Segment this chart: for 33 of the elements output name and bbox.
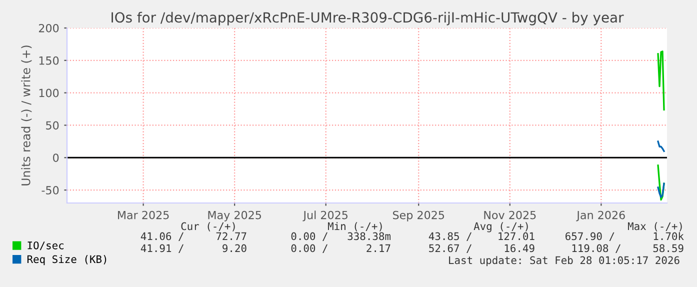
text: 41.06 / 72.77 (140, 232, 246, 241)
x-tick-label: Jan 2026 (576, 210, 625, 222)
y-tick-label: 0 (53, 154, 59, 162)
text: 119.08 / 58.59 (572, 244, 684, 253)
chart-title: IOs for /dev/mapper/xRcPnE-UMre-R309-CDG6-rijI-mHic-UTwgQV - by year (112, 12, 624, 26)
text: 0.00 / 338.38m (291, 232, 391, 241)
y-tick-label: 100 (39, 88, 59, 98)
line-series (657, 50, 665, 110)
text: 52.67 / 16.49 (429, 244, 534, 253)
text: 43.85 / 127.01 (428, 232, 534, 241)
y-tick-label: -50 (42, 186, 59, 194)
text: Max (-/+) (628, 222, 682, 232)
legend-label: IO/sec (28, 241, 64, 250)
x-tick-label: May 2025 (208, 210, 261, 222)
line-series (657, 182, 665, 198)
text: Cur (-/+) (181, 222, 235, 232)
x-tick-label: Sep 2025 (392, 210, 444, 222)
text: 41.91 / 9.20 (140, 244, 246, 253)
line-series (657, 140, 665, 152)
y-tick-label: 200 (38, 24, 59, 32)
text: 657.90 / 1.70k (566, 232, 684, 241)
x-tick-label: Jul 2025 (302, 210, 348, 222)
text: Last update: Sat Feb 28 01:05:17 2026 (449, 256, 680, 266)
y-axis-title: Units read (-) / write (+) (21, 46, 32, 186)
line-series (657, 164, 665, 201)
text: Avg (-/+) (474, 222, 528, 232)
x-tick-label: Nov 2025 (484, 210, 536, 220)
legend-label: Req Size (KB) (27, 255, 106, 266)
y-tick-label: 50 (46, 121, 59, 130)
y-tick-label: 150 (39, 56, 59, 65)
text: Min (-/+) (328, 222, 382, 232)
x-tick-label: Mar 2025 (118, 210, 169, 220)
text: 0.00 / 2.17 (291, 244, 390, 253)
